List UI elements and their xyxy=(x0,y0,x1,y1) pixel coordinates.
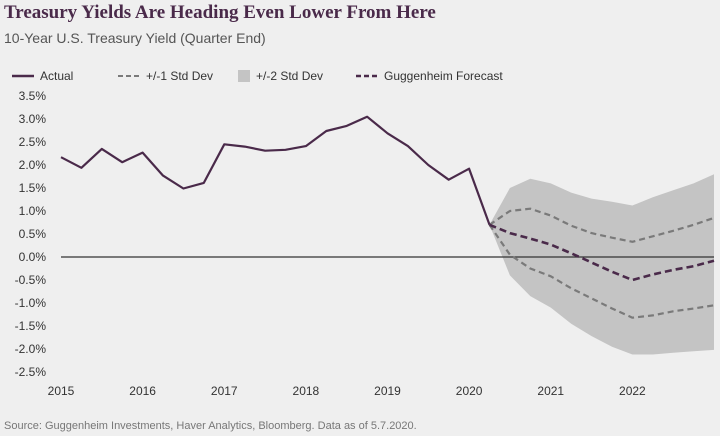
chart-subtitle: 10-Year U.S. Treasury Yield (Quarter End… xyxy=(4,30,266,46)
legend: Actual +/-1 Std Dev +/-2 Std Dev Guggenh… xyxy=(12,69,503,83)
y-tick-label: -0.5% xyxy=(15,273,47,287)
y-tick-label: 0.5% xyxy=(19,227,47,241)
y-tick-label: -2.5% xyxy=(15,365,47,379)
x-tick-label: 2019 xyxy=(374,384,401,398)
axis-layer: 3.5% 3.0% 2.5% 2.0% 1.5% 1.0% 0.5% 0.0% -0.5% -1.… xyxy=(15,89,714,398)
series-plus1-std xyxy=(488,207,715,243)
y-tick-label: -2.0% xyxy=(15,342,47,356)
legend-label-actual: Actual xyxy=(40,69,73,83)
x-tick-label: 2021 xyxy=(537,384,564,398)
std2-band-layer xyxy=(489,174,714,355)
y-tick-label: 3.0% xyxy=(19,112,47,126)
x-tick-label: 2018 xyxy=(293,384,320,398)
y-tick-label: 1.0% xyxy=(19,204,47,218)
legend-label-forecast: Guggenheim Forecast xyxy=(384,69,503,83)
source-note: Source: Guggenheim Investments, Haver An… xyxy=(4,420,417,432)
y-tick-label: -1.5% xyxy=(15,319,47,333)
y-tick-label: -1.0% xyxy=(15,296,47,310)
x-tick-label: 2015 xyxy=(48,384,75,398)
legend-swatch-std2 xyxy=(238,70,250,82)
y-tick-label: 2.0% xyxy=(19,158,47,172)
legend-label-std2: +/-2 Std Dev xyxy=(256,69,323,83)
x-tick-label: 2017 xyxy=(211,384,238,398)
series-actual xyxy=(60,115,491,226)
x-tick-label: 2016 xyxy=(129,384,156,398)
x-tick-label: 2022 xyxy=(619,384,646,398)
series-layer xyxy=(60,115,715,319)
series-minus1-std xyxy=(488,224,715,319)
std2-band xyxy=(489,174,714,355)
y-tick-label: 3.5% xyxy=(19,89,47,103)
y-tick-label: 1.5% xyxy=(19,181,47,195)
y-tick-label: 0.0% xyxy=(19,250,47,264)
y-tick-label: 2.5% xyxy=(19,135,47,149)
chart-title: Treasury Yields Are Heading Even Lower F… xyxy=(4,2,436,23)
legend-label-std1: +/-1 Std Dev xyxy=(146,69,213,83)
x-tick-label: 2020 xyxy=(456,384,483,398)
series-forecast xyxy=(489,223,715,282)
